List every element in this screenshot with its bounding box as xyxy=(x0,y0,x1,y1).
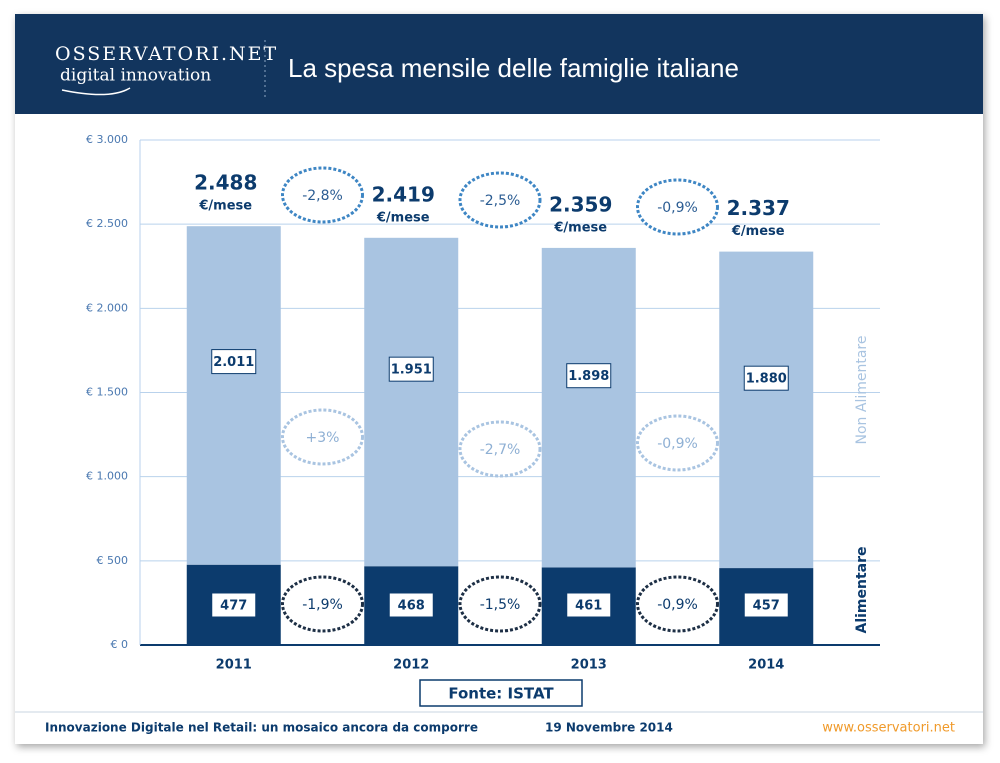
footer-date: 19 Novembre 2014 xyxy=(545,721,673,735)
bar-segment xyxy=(186,226,281,565)
header-band xyxy=(15,14,983,114)
legend-entry: Alimentare xyxy=(854,546,870,633)
bar-segment xyxy=(541,247,636,568)
change-bubble xyxy=(281,166,364,224)
change-bubble xyxy=(636,575,719,633)
value-label-box xyxy=(743,365,789,391)
change-label: -1,9% xyxy=(302,597,343,613)
change-bubble xyxy=(458,420,542,478)
change-label: -2,8% xyxy=(302,188,343,204)
value-label: 468 xyxy=(398,599,425,614)
change-label: -0,9% xyxy=(657,200,698,216)
total-unit: €/mese xyxy=(731,224,785,239)
change-label: +3% xyxy=(306,430,340,446)
y-tick-label: € 3.000 xyxy=(86,133,128,146)
change-label: -0,9% xyxy=(657,597,698,613)
x-tick-label: 2013 xyxy=(571,658,607,673)
change-label: -2,5% xyxy=(480,193,521,209)
bar-segment xyxy=(364,237,459,567)
logo-tagline: digital innovation xyxy=(60,66,211,86)
value-label-box xyxy=(211,592,257,618)
value-label-box xyxy=(388,592,434,618)
y-tick-label: € 2.000 xyxy=(86,301,128,314)
value-label: 1.898 xyxy=(568,369,609,384)
change-label: -2,7% xyxy=(480,442,521,458)
value-label-box xyxy=(211,349,257,375)
value-label: 1.880 xyxy=(746,372,787,387)
total-unit: €/mese xyxy=(553,220,607,235)
total-label: 2.488 xyxy=(194,171,257,195)
change-label: -1,5% xyxy=(480,597,521,613)
y-tick-label: € 0 xyxy=(111,638,129,651)
slide-title: La spesa mensile delle famiglie italiane xyxy=(288,53,739,83)
value-label-box xyxy=(566,363,612,389)
footer-url: www.osservatori.net xyxy=(822,721,955,736)
value-label: 2.011 xyxy=(213,355,254,370)
legend-entry: Non Alimentare xyxy=(854,336,870,445)
value-label: 1.951 xyxy=(391,363,432,378)
y-tick-label: € 500 xyxy=(97,554,129,567)
value-label: 461 xyxy=(575,599,602,614)
logo-name: OSSERVATORI.NET xyxy=(55,43,278,65)
value-label: 457 xyxy=(753,599,780,614)
total-label: 2.419 xyxy=(372,182,435,206)
change-label: -0,9% xyxy=(657,436,698,452)
bar-segment xyxy=(719,251,814,569)
total-label: 2.337 xyxy=(727,196,790,220)
value-label: 477 xyxy=(220,599,247,614)
logo-swoosh xyxy=(61,87,131,96)
value-label-box xyxy=(388,356,434,382)
change-bubble xyxy=(636,414,719,472)
total-unit: €/mese xyxy=(376,210,430,225)
y-tick-label: € 1.500 xyxy=(86,386,128,399)
source-box xyxy=(419,679,583,707)
source: Fonte: ISTAT xyxy=(448,685,554,703)
change-bubble xyxy=(458,171,542,229)
footer-text: Innovazione Digitale nel Retail: un mosa… xyxy=(45,721,478,735)
x-tick-label: 2014 xyxy=(748,658,784,673)
slide-frame xyxy=(15,14,983,744)
change-bubble xyxy=(281,408,364,466)
y-tick-label: € 1.000 xyxy=(86,470,128,483)
total-label: 2.359 xyxy=(549,192,612,216)
change-bubble xyxy=(458,575,542,633)
x-tick-label: 2012 xyxy=(393,658,429,673)
value-label-box xyxy=(566,592,612,618)
value-label-box xyxy=(743,592,789,618)
change-bubble xyxy=(636,178,719,236)
change-bubble xyxy=(281,575,364,633)
total-unit: €/mese xyxy=(198,199,252,214)
x-tick-label: 2011 xyxy=(216,658,252,673)
y-tick-label: € 2.500 xyxy=(86,217,128,230)
